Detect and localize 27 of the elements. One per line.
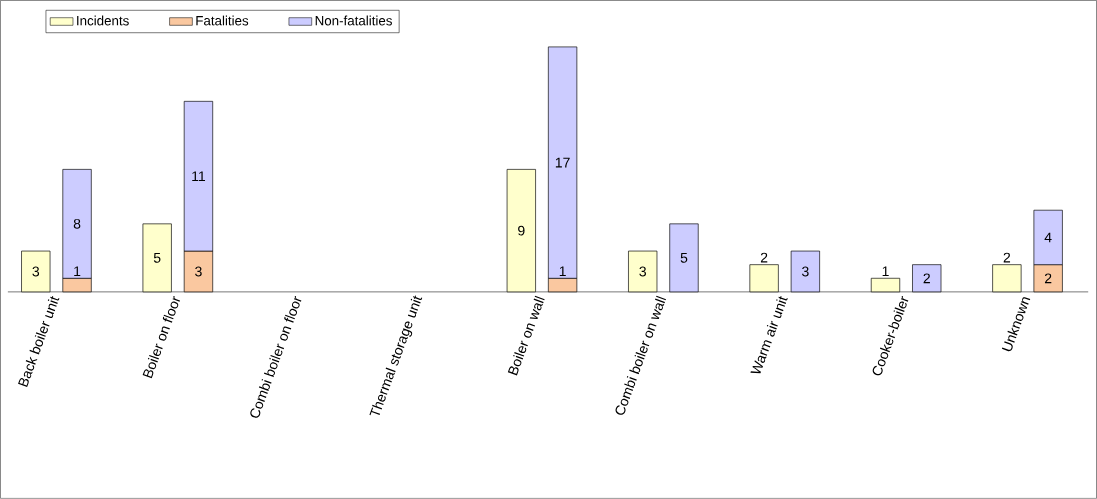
data-label: 3 [802,266,809,277]
data-label: 3 [195,266,202,277]
data-label: 5 [153,253,161,263]
x-tick-label: Boiler on wall [507,295,545,376]
data-label: 1 [74,266,81,277]
legend-label: Fatalities [196,15,249,26]
x-tick-label: Combi boiler on wall [615,295,667,415]
data-label: 1 [559,266,566,277]
legend-label: Non-fatalities [315,15,392,26]
data-label: 4 [1044,232,1052,243]
data-label: 8 [73,218,81,229]
data-label: 2 [923,273,930,284]
x-tick-label: Combi boiler on floor [250,296,302,418]
x-tick-label: Back boiler unit [18,296,60,388]
data-label: 11 [192,171,206,182]
data-label: 17 [555,157,570,168]
data-label: 5 [680,253,688,263]
legend-label: Incidents [77,15,129,26]
x-tick-label: Boiler on floor [142,296,180,379]
data-label: 2 [760,252,768,263]
data-label: 9 [518,225,525,236]
data-label: 3 [639,266,646,277]
data-label: 1 [882,266,889,277]
data-label: 2 [1044,273,1052,284]
data-label: 2 [1003,252,1011,263]
data-label: 3 [32,266,40,277]
x-tick-label: Warm air unit [750,296,788,374]
